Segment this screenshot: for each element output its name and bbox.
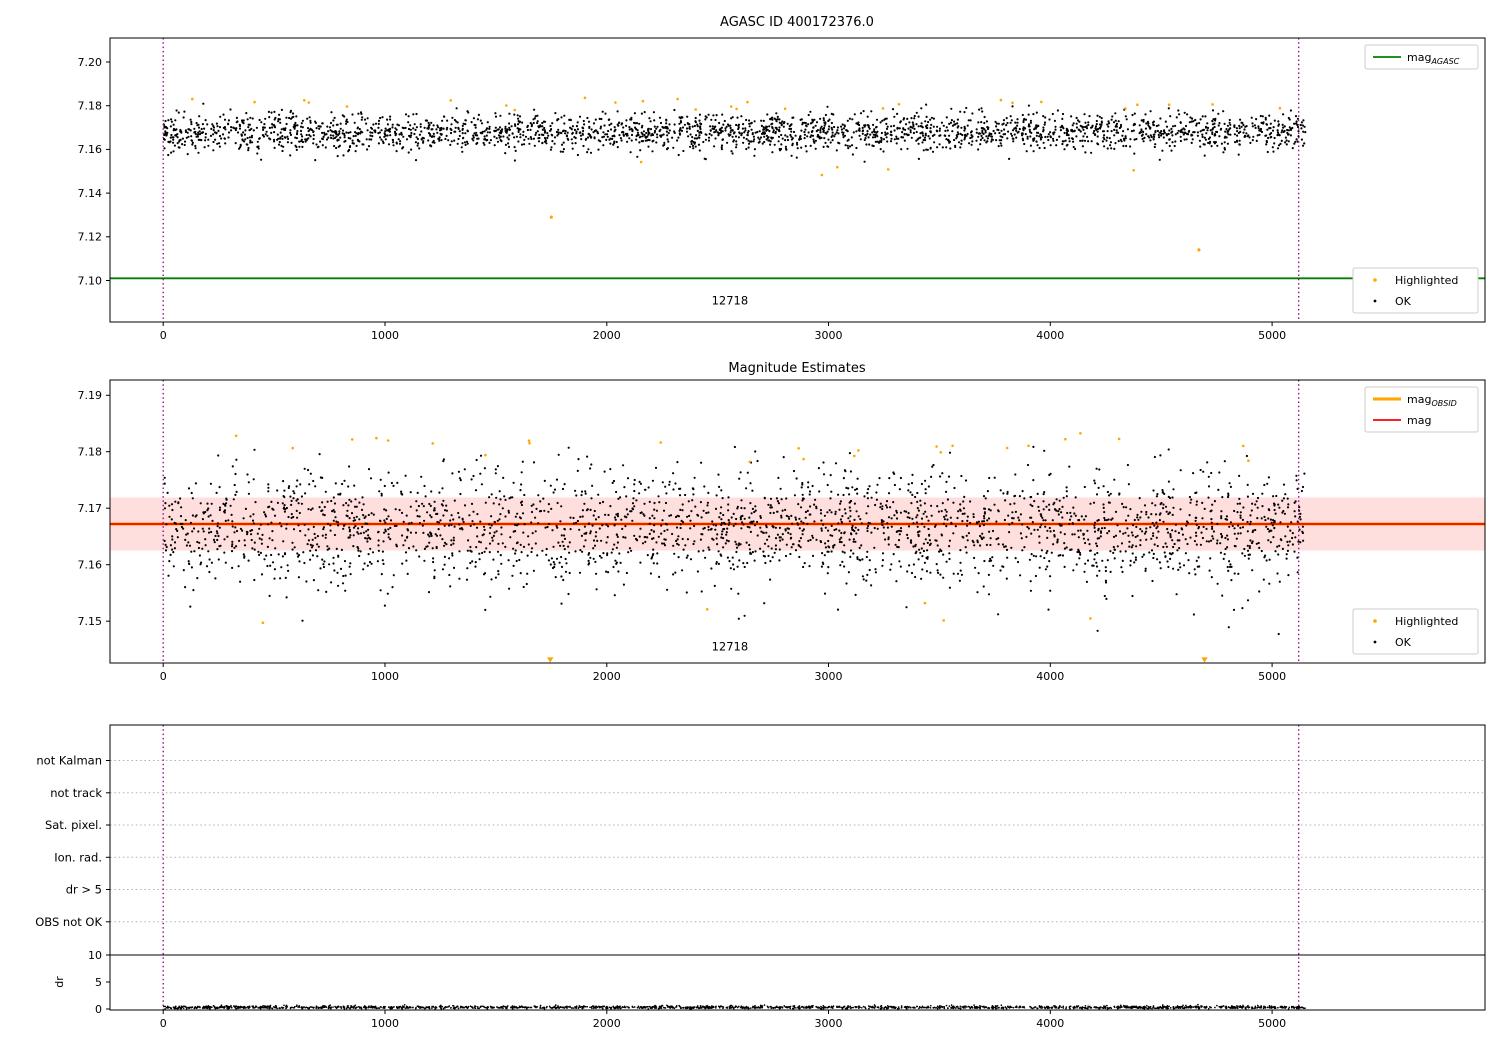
axes-frame xyxy=(109,724,1486,1011)
axes-frame xyxy=(109,37,1486,323)
legend-swatch-dot xyxy=(1373,640,1377,644)
agasc-panel-legend-bottom: Highlighted OK xyxy=(1352,267,1479,314)
agasc-panel-legend-top: magAGASC xyxy=(1364,44,1479,70)
y-tick-label: 7.15 xyxy=(78,615,103,628)
x-tick-label: 4000 xyxy=(1036,670,1064,683)
flag-category-label: Sat. pixel. xyxy=(45,818,102,832)
dr-tick-label: 5 xyxy=(95,976,102,989)
x-tick-label: 4000 xyxy=(1036,329,1064,342)
y-tick-label: 7.17 xyxy=(78,502,103,515)
y-tick-label: 7.19 xyxy=(78,389,103,402)
y-tick-label: 7.14 xyxy=(78,187,103,200)
y-tick-label: 7.10 xyxy=(78,274,103,287)
x-tick-label: 0 xyxy=(160,329,167,342)
legend-box xyxy=(1364,44,1479,70)
x-tick-label: 3000 xyxy=(815,1017,843,1030)
flag-category-label: Ion. rad. xyxy=(54,850,102,864)
x-tick-label: 1000 xyxy=(371,670,399,683)
y-tick-label: 7.18 xyxy=(78,100,103,113)
obsid-annotation: 12718 xyxy=(712,640,749,654)
x-tick-label: 4000 xyxy=(1036,1017,1064,1030)
dr-points xyxy=(162,1003,1306,1010)
flag-category-label: not track xyxy=(50,786,102,800)
x-tick-label: 5000 xyxy=(1258,670,1286,683)
y-tick-label: 7.16 xyxy=(78,559,103,572)
dr-tick-label: 0 xyxy=(95,1003,102,1016)
y-tick-label: 7.18 xyxy=(78,446,103,459)
y-tick-label: 7.12 xyxy=(78,231,103,244)
x-tick-label: 3000 xyxy=(815,670,843,683)
legend-label: Highlighted xyxy=(1395,274,1458,287)
dr-axis-label: dr xyxy=(53,976,66,988)
panel2-title: Magnitude Estimates xyxy=(728,361,865,376)
dr-tick-label: 10 xyxy=(88,949,102,962)
legend-swatch-dot xyxy=(1373,278,1377,282)
magnitude-estimates-panel-ok-points xyxy=(163,445,1306,636)
magnitude-estimates-panel: 0 1000 2000 3000 4000 5000 7.15 7.16 7.17 7.18 7.1… xyxy=(78,379,1486,683)
x-tick-label: 2000 xyxy=(593,670,621,683)
x-tick-label: 0 xyxy=(160,1017,167,1030)
flag-category-label: not Kalman xyxy=(36,754,102,768)
flags-panel: not Kalman not track Sat. pixel. Ion. rad. d… xyxy=(35,724,1486,1030)
x-tick-label: 3000 xyxy=(815,329,843,342)
render-root: 0 1000 2000 3000 4000 50007.107.127.147.167.1… xyxy=(35,37,1486,1030)
agasc-panel-highlighted-points xyxy=(191,96,1282,177)
legend-swatch-dot xyxy=(1373,299,1377,303)
x-tick-label: 1000 xyxy=(371,1017,399,1030)
x-tick-label: 0 xyxy=(160,670,167,683)
legend-label: OK xyxy=(1395,636,1412,649)
outlier-point xyxy=(549,215,553,219)
flag-category-label: OBS not OK xyxy=(35,915,102,929)
x-tick-label: 2000 xyxy=(593,329,621,342)
legend-label: OK xyxy=(1395,295,1412,308)
x-tick-label: 1000 xyxy=(371,329,399,342)
x-tick-label: 5000 xyxy=(1258,1017,1286,1030)
x-tick-label: 2000 xyxy=(593,1017,621,1030)
outlier-point xyxy=(1197,248,1201,252)
legend-label: Highlighted xyxy=(1395,615,1458,628)
axes-frame xyxy=(109,379,1486,664)
magnitude-estimates-panel-legend-bottom: Highlighted OK xyxy=(1352,608,1479,655)
agasc-panel: 0 1000 2000 3000 4000 5000 7.10 7.12 7.14 7.16 7.1… xyxy=(78,37,1486,342)
flag-category-label: dr > 5 xyxy=(66,883,102,897)
x-tick-label: 5000 xyxy=(1258,329,1286,342)
y-tick-label: 7.16 xyxy=(78,143,103,156)
clipped-outlier-marker xyxy=(1201,657,1208,663)
legend-box xyxy=(1352,267,1479,314)
obsid-annotation: 12718 xyxy=(712,294,749,308)
legend-label: mag xyxy=(1407,414,1431,427)
legend-swatch-dot xyxy=(1373,619,1377,623)
panel1-title: AGASC ID 400172376.0 xyxy=(720,15,874,30)
agasc-panel-ok-points xyxy=(162,102,1307,163)
legend-box xyxy=(1352,608,1479,655)
clipped-outlier-marker xyxy=(547,657,554,663)
y-tick-label: 7.20 xyxy=(78,56,103,69)
magnitude-estimates-panel-highlighted-points xyxy=(234,432,1250,624)
